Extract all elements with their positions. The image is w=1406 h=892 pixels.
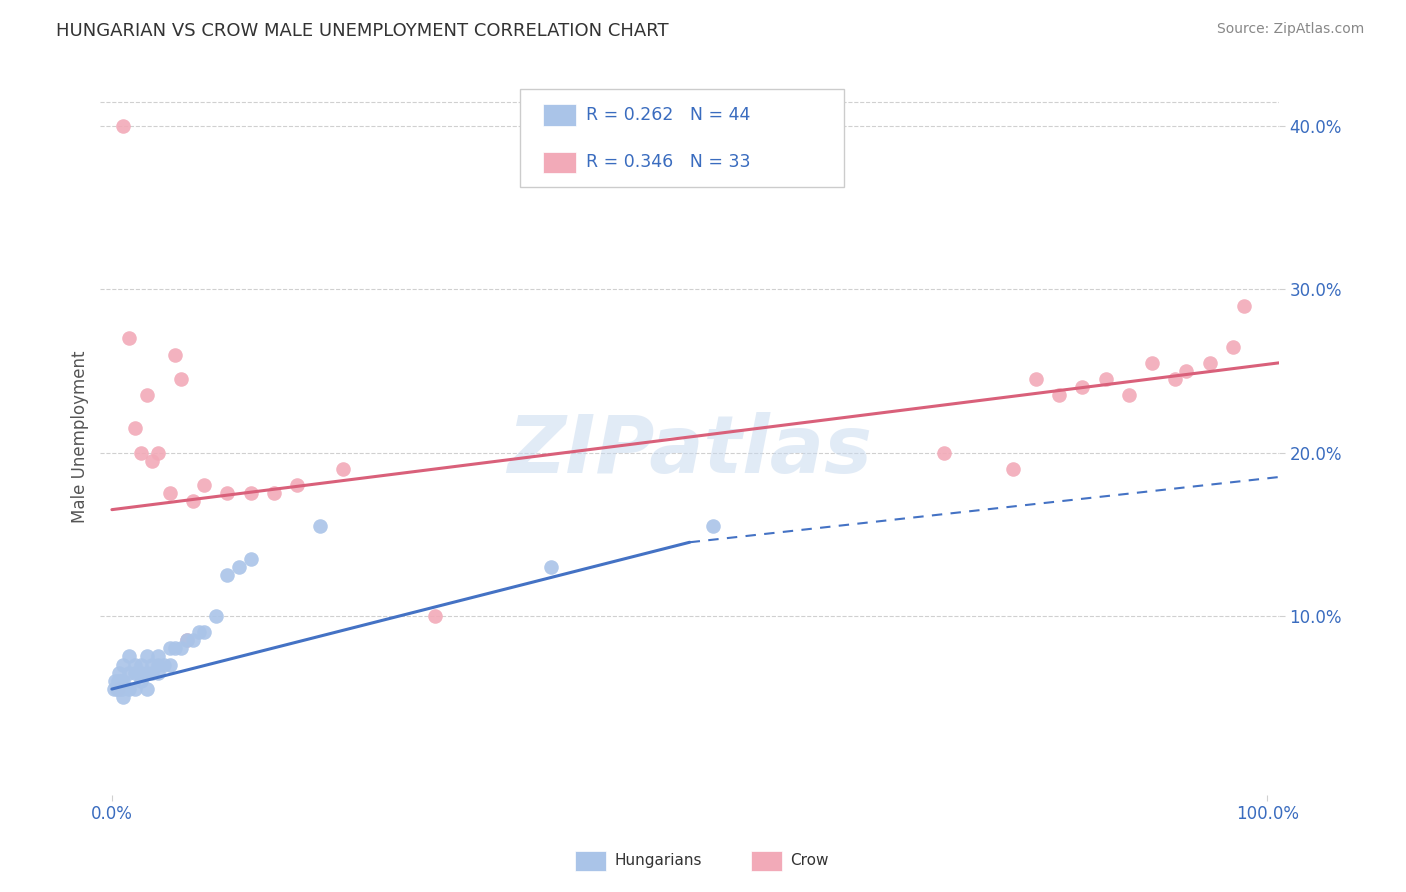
Point [1222,340,1244,354]
Point [285,478,308,492]
Text: R = 0.262   N = 44: R = 0.262 N = 44 [586,106,751,124]
Point [153,657,176,672]
Point [425,608,447,623]
Point [1094,372,1116,386]
Text: R = 0.346   N = 33: R = 0.346 N = 33 [586,153,751,171]
Point [159,486,181,500]
Point [159,657,181,672]
Point [129,445,152,459]
Point [110,673,132,688]
Point [165,641,187,656]
Point [118,665,141,680]
Point [124,665,146,680]
Point [1175,364,1198,378]
Point [141,657,163,672]
Point [1118,388,1140,402]
Point [159,641,181,656]
Point [176,633,198,648]
Point [193,624,215,639]
Point [112,120,135,134]
Point [1233,299,1256,313]
Point [112,690,135,705]
Point [141,665,163,680]
Point [239,551,262,566]
Point [239,486,262,500]
Point [309,519,332,533]
Text: HUNGARIAN VS CROW MALE UNEMPLOYMENT CORRELATION CHART: HUNGARIAN VS CROW MALE UNEMPLOYMENT CORR… [56,22,669,40]
Text: Source: ZipAtlas.com: Source: ZipAtlas.com [1216,22,1364,37]
Point [129,665,152,680]
Point [129,657,152,672]
Point [1047,388,1070,402]
Point [228,559,250,574]
Text: Crow: Crow [790,854,828,868]
Point [1071,380,1094,394]
Point [135,649,157,664]
Point [1002,462,1025,476]
Point [135,665,157,680]
Point [108,665,131,680]
Point [176,633,198,648]
Point [107,681,129,696]
Point [112,673,135,688]
Point [146,649,169,664]
Point [112,657,135,672]
Point [118,649,141,664]
Text: ZIPatlas: ZIPatlas [508,411,872,490]
Point [108,681,131,696]
Point [146,657,169,672]
Point [932,445,955,459]
Point [124,421,146,435]
Point [111,681,134,696]
Point [1025,372,1047,386]
Point [135,388,157,402]
Point [217,567,239,582]
Point [170,372,193,386]
Point [193,478,215,492]
Point [118,331,141,345]
Text: Hungarians: Hungarians [614,854,702,868]
Point [104,673,127,688]
Point [165,348,187,362]
Point [1140,356,1163,370]
Point [135,681,157,696]
Point [118,681,141,696]
Point [332,462,354,476]
Point [217,486,239,500]
Point [129,673,152,688]
Point [540,559,562,574]
Point [146,445,169,459]
Point [124,681,146,696]
Point [187,624,209,639]
Point [170,641,193,656]
Point [1198,356,1220,370]
Point [702,519,724,533]
Point [146,665,169,680]
Point [181,494,204,508]
Point [124,657,146,672]
Point [263,486,285,500]
Point [205,608,228,623]
Point [103,681,125,696]
Point [107,673,129,688]
Point [105,681,128,696]
Y-axis label: Male Unemployment: Male Unemployment [72,350,89,523]
Point [181,633,204,648]
Point [1164,372,1187,386]
Point [141,453,163,467]
